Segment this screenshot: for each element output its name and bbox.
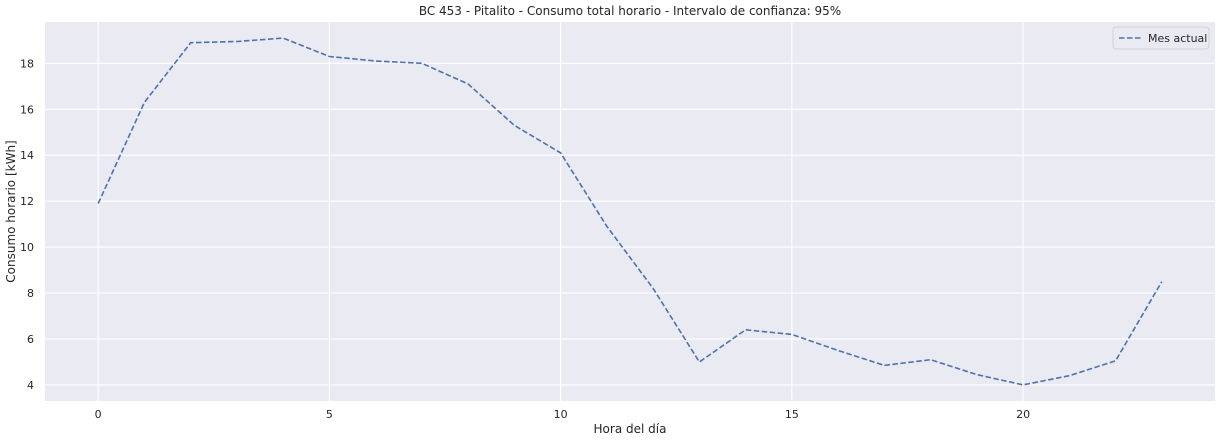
legend: Mes actual [1112, 26, 1210, 50]
y-tick-label: 4 [27, 379, 34, 392]
data-point [512, 123, 517, 128]
data-point [789, 332, 794, 337]
data-point [188, 40, 193, 45]
data-point [373, 59, 378, 64]
data-point [234, 39, 239, 44]
x-tick-label: 10 [554, 408, 568, 421]
data-point [466, 82, 471, 87]
grid-lines [45, 22, 1215, 401]
y-tick-label: 16 [20, 103, 34, 116]
data-point [974, 372, 979, 377]
data-point [1159, 279, 1164, 284]
chart-title: BC 453 - Pitalito - Consumo total horari… [419, 4, 841, 18]
data-point [281, 36, 286, 41]
y-axis-label: Consumo horario [kWh] [4, 140, 18, 282]
plot-area [45, 22, 1215, 401]
y-tick-label: 6 [27, 333, 34, 346]
y-axis-ticks: 4 6 8 10 12 14 16 18 [20, 57, 34, 392]
data-point [836, 348, 841, 353]
y-tick-label: 12 [20, 195, 34, 208]
y-tick-label: 8 [27, 287, 34, 300]
legend-box [1112, 26, 1210, 50]
data-point [1113, 358, 1118, 363]
data-point [1021, 382, 1026, 387]
x-axis-ticks: 0 5 10 15 20 [95, 408, 1030, 421]
series-lines [96, 36, 1164, 387]
x-tick-label: 5 [326, 408, 333, 421]
y-tick-label: 14 [20, 149, 34, 162]
data-point [1067, 373, 1072, 378]
data-point [651, 286, 656, 291]
data-point [928, 357, 933, 362]
x-axis-label: Hora del día [594, 422, 667, 436]
data-point [142, 100, 147, 105]
x-tick-label: 15 [785, 408, 799, 421]
legend-label-mes-actual: Mes actual [1148, 32, 1207, 45]
series-line-mes-actual [97, 37, 1163, 386]
x-tick-label: 0 [95, 408, 102, 421]
data-point [558, 150, 563, 155]
data-point [743, 327, 748, 332]
y-tick-label: 18 [20, 57, 34, 70]
data-point [882, 363, 887, 368]
data-point [96, 201, 101, 206]
data-point [604, 224, 609, 229]
x-tick-label: 20 [1016, 408, 1030, 421]
data-point [327, 54, 332, 59]
y-tick-label: 10 [20, 241, 34, 254]
data-point [697, 359, 702, 364]
data-point [419, 61, 424, 66]
